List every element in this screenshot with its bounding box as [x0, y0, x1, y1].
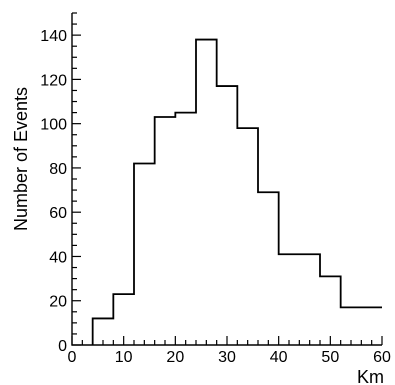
y-tick-label: 60	[49, 205, 67, 222]
x-axis-label: Km	[357, 367, 384, 385]
y-tick-label: 40	[49, 249, 67, 266]
y-tick-label: 100	[40, 117, 67, 134]
y-axis-label: Number of Events	[11, 87, 31, 231]
axis-ticks: 0 20 40 60 80 100 120 140 0 10 20 30 40 50 60	[40, 12, 391, 366]
histogram-outline	[91, 38, 382, 345]
x-tick-label: 30	[218, 349, 236, 366]
y-tick-label: 140	[40, 28, 67, 45]
x-tick-label: 10	[115, 349, 133, 366]
x-tick-label: 60	[373, 349, 391, 366]
x-tick-label: 0	[68, 349, 77, 366]
y-tick-label: 20	[49, 294, 67, 311]
x-tick-label: 20	[166, 349, 184, 366]
axes-frame	[71, 13, 382, 346]
y-tick-label: 80	[49, 161, 67, 178]
x-tick-label: 40	[270, 349, 288, 366]
y-tick-label: 0	[58, 338, 67, 355]
x-tick-label: 50	[321, 349, 339, 366]
y-tick-label: 120	[40, 72, 67, 89]
